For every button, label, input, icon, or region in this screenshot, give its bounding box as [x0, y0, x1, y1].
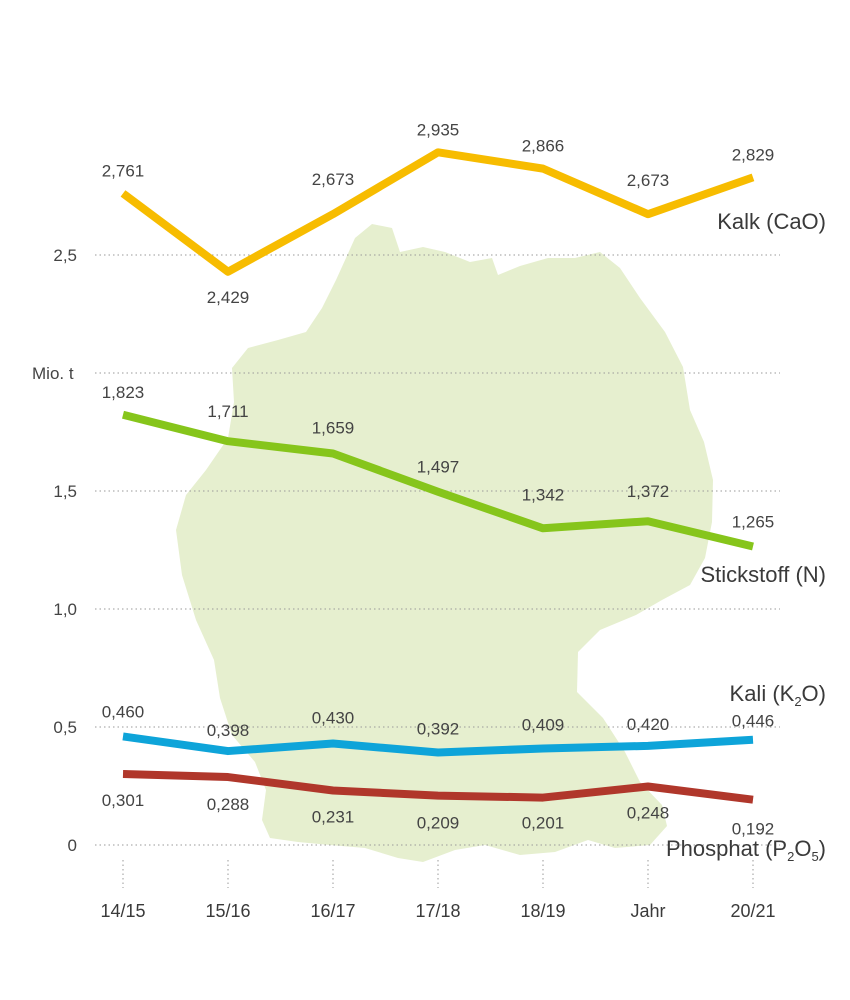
series-line-kalk	[120, 148, 755, 276]
data-label-kalk: 2,866	[522, 137, 565, 156]
series-name-kalk: Kalk (CaO)	[717, 209, 826, 234]
series-name-kali-main: Kali (K	[730, 681, 795, 706]
data-label-phosphat: 0,192	[732, 820, 775, 839]
data-label-phosphat: 0,231	[312, 807, 355, 826]
series-line-stickstoff	[122, 410, 754, 551]
data-label-kalk: 2,829	[732, 145, 775, 164]
data-label-phosphat: 0,209	[417, 814, 460, 833]
x-tick-guides	[122, 860, 754, 888]
series-name-kali-sub: 2	[794, 694, 801, 709]
y-tick-label: 1,0	[53, 600, 77, 619]
y-tick-label: 0,5	[53, 718, 77, 737]
x-tick-label: 14/15	[100, 901, 145, 921]
series-name-phosphat-sub2: 5	[811, 849, 818, 864]
y-axis-unit-label: Mio. t	[32, 364, 74, 383]
y-tick-label: 2,5	[53, 246, 77, 265]
series-name-kali-tail: O)	[802, 681, 826, 706]
series-name-kali: Kali (K2O)	[730, 681, 826, 709]
data-label-phosphat: 0,201	[522, 814, 565, 833]
data-label-stickstoff: 1,265	[732, 512, 775, 531]
x-tick-label: Jahr	[630, 901, 665, 921]
y-tick-label: 0	[68, 836, 77, 855]
series-name-phosphat-tail: )	[819, 836, 826, 861]
data-label-phosphat: 0,288	[207, 795, 250, 814]
data-labels: 2,761 2,429 2,673 2,935 2,866 2,673 2,829 1,823…	[102, 120, 775, 838]
data-label-kalk: 2,673	[627, 171, 670, 190]
data-label-kali: 0,420	[627, 715, 670, 734]
data-label-stickstoff: 1,497	[417, 458, 460, 477]
data-label-kalk: 2,673	[312, 170, 355, 189]
series-lines	[120, 148, 755, 804]
series-line-phosphat	[122, 769, 754, 804]
x-axis-ticks: 14/15 15/16 16/17 17/18 18/19 Jahr 20/21	[100, 901, 775, 921]
data-label-stickstoff: 1,659	[312, 418, 355, 437]
series-name-phosphat-sub: 2	[787, 849, 794, 864]
x-tick-label: 16/17	[310, 901, 355, 921]
x-tick-label: 20/21	[730, 901, 775, 921]
data-label-phosphat: 0,301	[102, 791, 145, 810]
data-label-kalk: 2,761	[102, 161, 145, 180]
series-name-stickstoff: Stickstoff (N)	[700, 562, 826, 587]
y-tick-label: 1,5	[53, 482, 77, 501]
data-label-kali: 0,446	[732, 712, 775, 731]
data-label-stickstoff: 1,342	[522, 485, 565, 504]
series-name-phosphat-mid: O	[794, 836, 811, 861]
data-label-stickstoff: 1,372	[627, 482, 670, 501]
data-label-kali: 0,460	[102, 702, 145, 721]
y-axis-ticks: 0 0,5 1,0 1,5 2,5	[53, 246, 77, 855]
series-line-kali	[122, 732, 754, 757]
data-label-stickstoff: 1,823	[102, 383, 145, 402]
data-label-kali: 0,398	[207, 721, 250, 740]
data-label-kali: 0,392	[417, 719, 460, 738]
data-label-kali: 0,409	[522, 715, 565, 734]
data-label-kali: 0,430	[312, 709, 355, 728]
data-label-phosphat: 0,248	[627, 803, 670, 822]
series-name-phosphat: Phosphat (P2O5)	[666, 836, 826, 864]
series-name-phosphat-main: Phosphat (P	[666, 836, 787, 861]
x-tick-label: 18/19	[520, 901, 565, 921]
x-tick-label: 17/18	[415, 901, 460, 921]
data-label-kalk: 2,429	[207, 288, 250, 307]
data-label-stickstoff: 1,711	[207, 402, 248, 421]
data-label-kalk: 2,935	[417, 120, 460, 139]
x-tick-label: 15/16	[205, 901, 250, 921]
germany-map-silhouette	[176, 224, 713, 862]
